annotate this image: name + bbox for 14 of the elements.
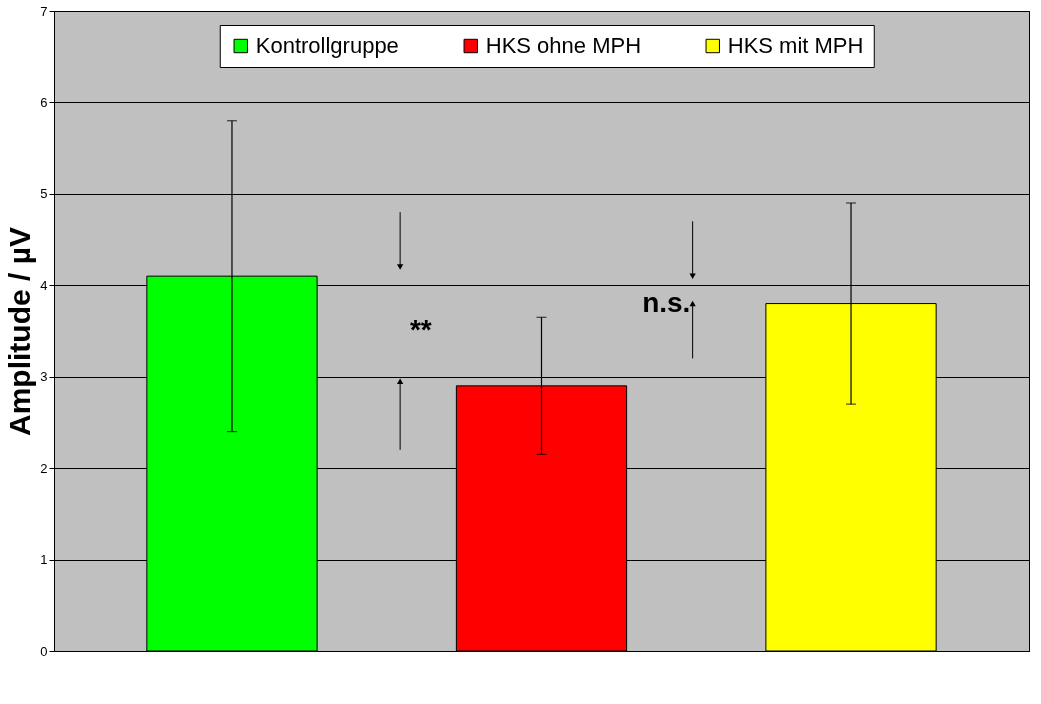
y-tick-label: 2	[40, 460, 48, 476]
y-tick-label: 1	[40, 552, 48, 568]
y-tick-label: 7	[40, 3, 48, 19]
y-tick-label: 6	[40, 94, 48, 110]
annotation: n.s.	[642, 286, 691, 318]
legend-label: HKS mit MPH	[727, 33, 864, 58]
y-axis-title: Amplitude / µV	[3, 227, 37, 436]
y-tick-label: 3	[40, 369, 48, 385]
annotation: **	[409, 314, 432, 345]
legend-label: Kontrollgruppe	[255, 33, 399, 58]
y-tick-label: 0	[40, 643, 48, 659]
y-tick-label: 4	[40, 277, 48, 293]
legend-label: HKS ohne MPH	[485, 33, 642, 58]
y-tick-label: 5	[40, 186, 48, 202]
